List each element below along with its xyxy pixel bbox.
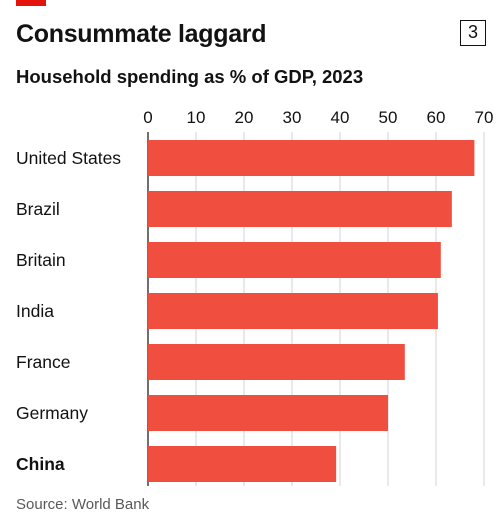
brand-tag — [16, 0, 46, 6]
x-tick-label: 30 — [283, 108, 302, 127]
chart-subtitle: Household spending as % of GDP, 2023 — [16, 66, 364, 87]
category-label: United States — [16, 148, 121, 168]
bar-germany — [148, 395, 388, 431]
bar-united-states — [148, 140, 475, 176]
category-label: France — [16, 352, 70, 372]
category-label: Britain — [16, 250, 66, 270]
x-tick-label: 70 — [475, 108, 494, 127]
chart-title: Consummate laggard — [16, 20, 267, 48]
category-label: China — [16, 454, 65, 474]
x-tick-label: 0 — [143, 108, 152, 127]
bar-brazil — [148, 191, 452, 227]
category-label: Germany — [16, 403, 88, 423]
bar-britain — [148, 242, 441, 278]
category-label: India — [16, 301, 54, 321]
x-tick-label: 50 — [379, 108, 398, 127]
x-tick-label: 20 — [235, 108, 254, 127]
category-label: Brazil — [16, 199, 60, 219]
bar-china — [148, 446, 337, 482]
bar-france — [148, 344, 405, 380]
x-tick-label: 40 — [331, 108, 350, 127]
x-tick-label: 10 — [187, 108, 206, 127]
chart-number-badge: 3 — [460, 20, 486, 46]
x-tick-label: 60 — [427, 108, 446, 127]
source-note: Source: World Bank — [16, 496, 150, 513]
bar-india — [148, 293, 438, 329]
